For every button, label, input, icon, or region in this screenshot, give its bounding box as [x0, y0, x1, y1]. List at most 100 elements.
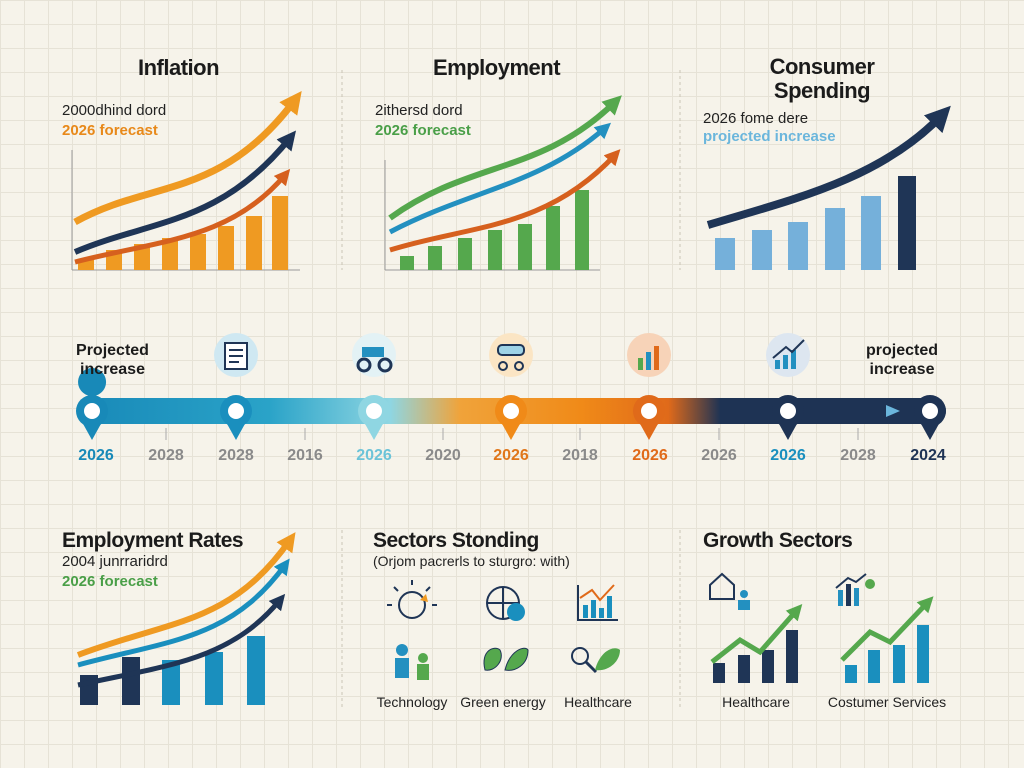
decoration-rect: [654, 346, 659, 370]
decoration-rect: [591, 600, 596, 618]
decoration-g: [384, 95, 622, 271]
decoration-rect: [646, 352, 651, 370]
decoration-path: [76, 532, 296, 658]
decoration-g: [395, 644, 620, 680]
decoration-rect: [162, 238, 178, 270]
section-subtitle: (Orjom pacrerls to sturgro: with): [373, 553, 570, 569]
decoration-rect: [786, 630, 798, 683]
decoration-rect: [395, 658, 409, 678]
decoration-path: [389, 149, 621, 253]
year-label: 2026: [493, 447, 529, 464]
year-label: 2028: [218, 447, 254, 464]
decoration-path: [78, 368, 107, 396]
sector-label: Healthcare: [564, 694, 632, 710]
decoration-rect: [78, 260, 94, 270]
decoration-g: [400, 190, 589, 270]
decoration-rect: [788, 222, 808, 270]
decoration-path: [226, 422, 246, 440]
sector-label: Healthcare: [722, 694, 790, 710]
decoration-g: [341, 70, 681, 710]
decoration-rect: [791, 350, 796, 369]
decoration-g: [76, 532, 296, 705]
decoration-path: [579, 584, 615, 602]
sector-label: Costumer Services: [827, 694, 947, 710]
decoration-rect: [362, 347, 384, 357]
decoration-rect: [599, 608, 604, 618]
decoration-rect: [762, 650, 774, 683]
decoration-g: [387, 580, 618, 621]
decoration-rect: [783, 355, 788, 369]
year-label: 2026: [632, 447, 668, 464]
decoration-path: [388, 122, 612, 235]
decoration-rect: [583, 605, 588, 618]
decoration-path: [501, 422, 521, 440]
decoration-circle: [507, 603, 525, 621]
decoration-path: [709, 572, 735, 600]
panel-line: 2ithersd dord: [375, 102, 463, 119]
decoration-g: [84, 403, 938, 419]
section-line: 2004 junrraridrd: [62, 553, 168, 570]
decoration-rect: [518, 224, 532, 270]
decoration-g: [706, 105, 951, 270]
decoration-circle: [514, 361, 524, 371]
decoration-rect: [497, 344, 525, 356]
decoration-circle: [84, 403, 100, 419]
decoration-rect: [917, 625, 929, 683]
panel-title: Consumer Spending: [769, 54, 875, 103]
decoration-rect: [898, 176, 916, 270]
year-label: 2026: [701, 447, 737, 464]
decoration-path: [706, 105, 951, 229]
year-label: 2028: [840, 447, 876, 464]
decoration-path: [74, 168, 291, 265]
decoration-circle: [865, 579, 875, 589]
section-title: Employment Rates: [62, 529, 244, 552]
decoration-path: [77, 558, 290, 668]
decoration-rect: [607, 596, 612, 618]
decoration-path: [595, 648, 620, 671]
decoration-path: [364, 422, 384, 440]
year-label: 2028: [148, 447, 184, 464]
timeline-label: Projected increase: [76, 342, 149, 378]
decoration-rect: [134, 244, 150, 270]
decoration-circle: [740, 590, 748, 598]
decoration-path: [420, 594, 428, 602]
decoration-rect: [218, 226, 234, 270]
decoration-rect: [752, 230, 772, 270]
decoration-g: [76, 368, 108, 440]
year-label: 2020: [425, 447, 461, 464]
decoration-rect: [893, 645, 905, 683]
decoration-rect: [575, 190, 589, 270]
decoration-path: [577, 585, 618, 621]
year-label: 2016: [287, 447, 323, 464]
decoration-circle: [366, 403, 382, 419]
decoration-circle: [418, 653, 428, 663]
decoration-g: [162, 636, 265, 705]
decoration-rect: [246, 216, 262, 270]
panel-line: 2026 forecast: [375, 122, 471, 139]
panel-title: Inflation: [138, 55, 220, 80]
decoration-path: [772, 339, 805, 359]
decoration-rect: [825, 208, 845, 270]
decoration-g: [165, 428, 859, 440]
panel-line: projected increase: [703, 128, 836, 145]
decoration-path: [73, 130, 297, 255]
decoration-rect: [400, 256, 414, 270]
decoration-rect: [488, 230, 502, 270]
decoration-path: [73, 91, 302, 226]
year-label: 2024: [910, 447, 946, 464]
section-title: Sectors Stonding: [373, 529, 539, 552]
decoration-rect: [846, 584, 851, 606]
decoration-rect: [861, 196, 881, 270]
panel-title: Employment: [433, 55, 561, 80]
decoration-g: [583, 596, 612, 618]
decoration-rect: [205, 652, 223, 705]
decoration-path: [835, 573, 867, 589]
decoration-path: [77, 593, 286, 688]
decoration-rect: [845, 665, 857, 683]
decoration-circle: [228, 403, 244, 419]
decoration-g: [229, 349, 243, 363]
decoration-rect: [546, 206, 560, 270]
decoration-circle: [396, 644, 408, 656]
decoration-path: [504, 647, 529, 671]
